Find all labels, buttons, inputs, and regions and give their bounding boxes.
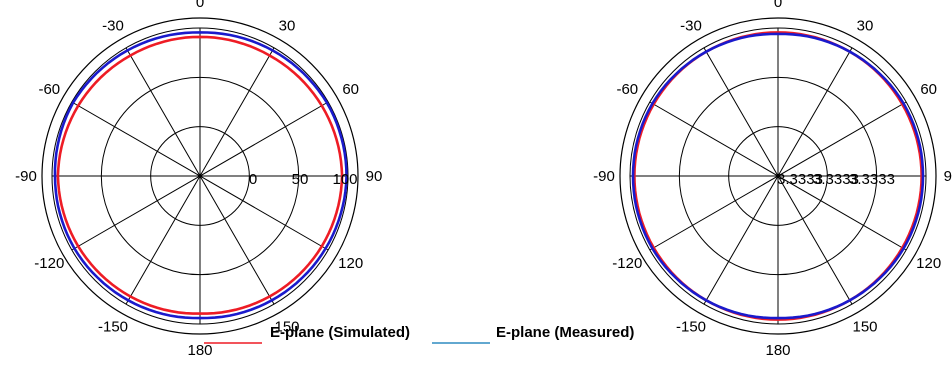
angle-tick-label: 30	[857, 17, 874, 34]
angle-tick-label: 90	[944, 168, 952, 185]
angle-tick-label: 180	[187, 342, 212, 359]
angle-tick-label: 150	[274, 319, 299, 336]
angle-tick-label: -30	[680, 17, 702, 34]
radial-tick-label: 3.3333	[813, 171, 859, 188]
angle-tick-label: -120	[612, 255, 642, 272]
polar-chart-left: 0 30 60 90 120 150 180 -150 -120 -90 -60 -30 0 50 100	[15, 0, 382, 359]
angle-tick-label: 90	[366, 168, 383, 185]
angle-tick-label: 120	[338, 255, 363, 272]
grid-spoke	[125, 47, 275, 305]
series-measured-line	[631, 32, 925, 320]
angle-tick-label: 180	[765, 342, 790, 359]
radial-tick-label: 100	[332, 171, 357, 188]
outer-ring	[41, 17, 359, 335]
angle-tick-label: 60	[920, 81, 937, 98]
series-simulated-line	[633, 31, 923, 321]
angle-tick-label: -30	[102, 17, 124, 34]
series-simulated-line	[56, 35, 344, 315]
polar-chart-right: 0306090120150180-150-120-90-60-303.33333…	[593, 0, 952, 359]
angle-tick-label: -150	[676, 319, 706, 336]
angle-tick-label: -60	[38, 81, 60, 98]
radial-tick-label: 3.3333	[777, 171, 823, 188]
angle-tick-label: 60	[342, 81, 359, 98]
angle-tick-label: 0	[196, 0, 204, 11]
angle-tick-label: 30	[279, 17, 296, 34]
legend-label-measured: E-plane (Measured)	[496, 324, 634, 341]
legend-label-simulated: E-plane (Simulated)	[270, 324, 410, 341]
series-measured-line	[53, 31, 348, 320]
angle-tick-label: -90	[15, 168, 37, 185]
angle-tick-label: 0	[774, 0, 782, 11]
radial-tick-label: 50	[292, 171, 309, 188]
legend: E-plane (Simulated) E-plane (Measured)	[204, 324, 634, 344]
angle-tick-label: -120	[34, 255, 64, 272]
radial-tick-label: 3.3333	[849, 171, 895, 188]
grid-spoke	[703, 47, 853, 305]
angle-tick-label: 120	[916, 255, 941, 272]
radial-tick-label: 0	[249, 171, 257, 188]
outer-ring	[619, 17, 937, 335]
angle-tick-label: -150	[98, 319, 128, 336]
angle-tick-label: 150	[852, 319, 877, 336]
angle-tick-label: -60	[616, 81, 638, 98]
angle-tick-label: -90	[593, 168, 615, 185]
